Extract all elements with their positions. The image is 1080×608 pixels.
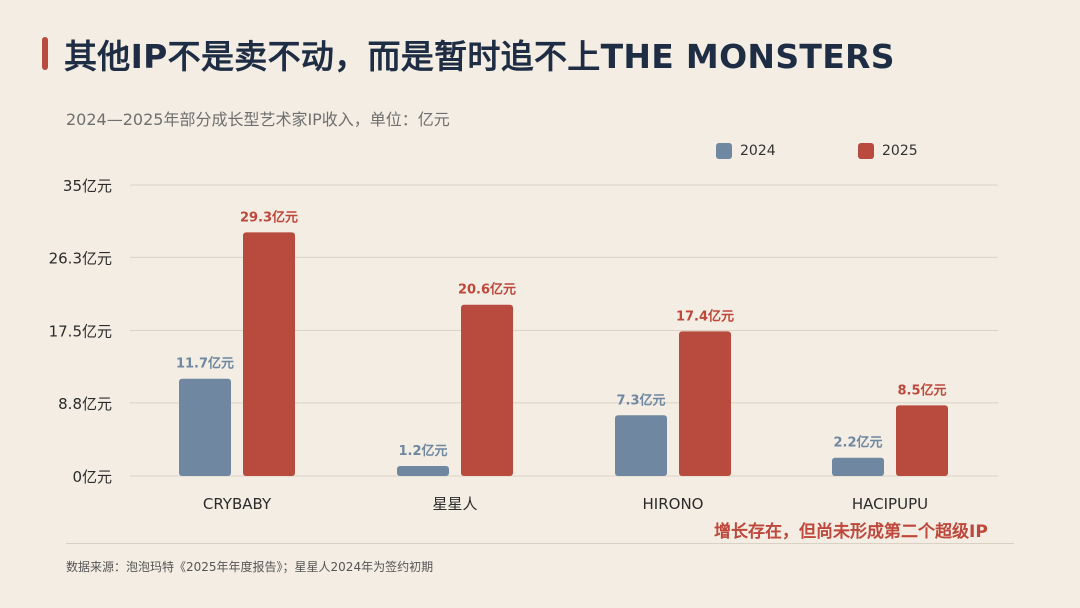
x-tick-label: 星星人 [432, 495, 477, 513]
bar-2024 [397, 466, 449, 476]
data-label-2024: 11.7亿元 [176, 356, 234, 372]
takeaway-annotation: 增长存在，但尚未形成第二个超级IP [714, 522, 988, 542]
x-tick-label: CRYBABY [203, 495, 272, 513]
data-label-2024: 2.2亿元 [833, 435, 882, 451]
data-label-2024: 7.3亿元 [616, 392, 665, 408]
legend-label-2025: 2025 [882, 143, 918, 159]
bar-2024 [179, 378, 231, 476]
bar-2025 [461, 304, 513, 476]
x-tick-label: HIRONO [643, 495, 704, 513]
data-label-2025: 8.5亿元 [897, 382, 946, 398]
title-accent-bar [42, 37, 48, 70]
bar-2024 [615, 415, 667, 476]
footer-divider [66, 543, 1014, 544]
y-tick-label: 35亿元 [63, 177, 112, 195]
y-tick-label: 8.8亿元 [58, 395, 112, 413]
data-label-2025: 20.6亿元 [458, 282, 516, 298]
bar-2025 [679, 331, 731, 476]
data-label-2025: 17.4亿元 [676, 308, 734, 324]
legend-swatch-2024 [716, 143, 732, 159]
page-title: 其他IP不是卖不动，而是暂时追不上THE MONSTERS [64, 37, 895, 76]
y-tick-label: 17.5亿元 [49, 323, 112, 341]
legend-swatch-2025 [858, 143, 874, 159]
bar-2025 [243, 232, 295, 476]
legend-item-2025: 2025 [858, 143, 918, 159]
source-note: 数据来源：泡泡玛特《2025年年度报告》；星星人2024年为签约初期 [66, 560, 434, 574]
data-label-2025: 29.3亿元 [240, 209, 298, 225]
legend-item-2024: 2024 [716, 143, 776, 159]
bar-2024 [832, 457, 884, 476]
bar-2025 [896, 405, 948, 476]
y-tick-label: 0亿元 [72, 468, 112, 486]
y-tick-label: 26.3亿元 [49, 249, 112, 267]
chart-subtitle: 2024—2025年部分成长型艺术家IP收入，单位：亿元 [66, 110, 450, 129]
x-tick-label: HACIPUPU [852, 495, 928, 513]
legend-label-2024: 2024 [740, 143, 776, 159]
data-label-2024: 1.2亿元 [398, 443, 447, 459]
